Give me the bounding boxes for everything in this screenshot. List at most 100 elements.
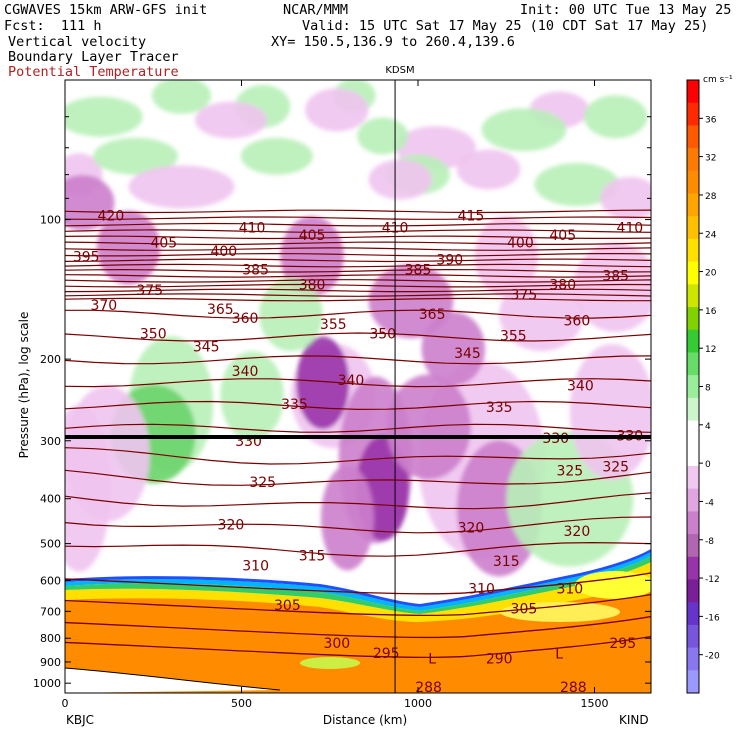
theta-label: 400 bbox=[507, 235, 534, 251]
theta-label: 405 bbox=[299, 228, 326, 244]
y-tick-label: 700 bbox=[40, 605, 61, 618]
theta-label: 400 bbox=[210, 244, 237, 260]
y-tick-label: 400 bbox=[40, 493, 61, 506]
theta-contour bbox=[65, 423, 651, 433]
station-top-label: KDSM bbox=[385, 65, 414, 76]
colorbar-swatch bbox=[687, 216, 699, 240]
theta-contour bbox=[65, 268, 651, 273]
colorbar-label: 28 bbox=[705, 192, 717, 202]
theta-contour bbox=[65, 209, 651, 214]
colorbar-swatch bbox=[687, 420, 699, 444]
colorbar-label: -12 bbox=[705, 575, 720, 585]
y-axis: 100 200 300 400 500 600 700 800 900 1000 bbox=[33, 79, 651, 690]
theta-label: 295 bbox=[609, 636, 636, 652]
velocity-cell bbox=[534, 162, 620, 206]
colorbar: 36 32 28 24 20 16 12 8 4 0 -4 -8 -12 -16 -20 bbox=[686, 79, 720, 694]
theta-label: 325 bbox=[602, 460, 629, 476]
model-title: CGWAVES 15km ARW-GFS init bbox=[4, 2, 208, 18]
theta-label: 385 bbox=[405, 262, 432, 278]
tracer-green-edge bbox=[65, 556, 651, 614]
forecast-hour: Fcst: 111 h bbox=[4, 18, 102, 34]
theta-contour bbox=[65, 235, 651, 240]
theta-label: 420 bbox=[98, 208, 125, 224]
theta-label: 320 bbox=[564, 524, 591, 540]
colorbar-label: 16 bbox=[705, 307, 717, 317]
theta-contour bbox=[65, 247, 651, 251]
theta-label: 335 bbox=[486, 400, 513, 416]
x-tick-label: 500 bbox=[231, 697, 252, 710]
theta-label: 350 bbox=[369, 326, 396, 342]
theta-label: L bbox=[555, 646, 563, 662]
velocity-cell bbox=[320, 465, 374, 571]
theta-label: 310 bbox=[468, 582, 495, 598]
tracer-patch bbox=[500, 602, 620, 622]
colorbar-swatch bbox=[687, 670, 699, 694]
theta-contour bbox=[65, 279, 651, 283]
velocity-cell bbox=[421, 311, 486, 386]
theta-labels: 4203954054104004053853803754104153853904… bbox=[73, 208, 643, 696]
y-tick-label: 900 bbox=[40, 656, 61, 669]
colorbar-label: 20 bbox=[705, 269, 717, 279]
theta-label: 288 bbox=[560, 680, 587, 696]
velocity-cell bbox=[583, 95, 648, 139]
field-vertical-velocity: Vertical velocity bbox=[8, 34, 147, 50]
colorbar-label: 36 bbox=[705, 115, 717, 125]
theta-contour bbox=[65, 492, 651, 510]
theta-contour bbox=[65, 293, 651, 297]
theta-contour bbox=[65, 297, 651, 302]
theta-label: 365 bbox=[207, 302, 234, 318]
theta-contour bbox=[65, 309, 651, 319]
y-axis-label: Pressure (hPa), log scale bbox=[17, 312, 31, 459]
station-left-label: KBJC bbox=[66, 713, 94, 727]
velocity-cell bbox=[296, 336, 350, 430]
colorbar-swatch bbox=[687, 624, 699, 649]
colorbar-label: 8 bbox=[705, 384, 711, 394]
field-boundary-layer-tracer: Boundary Layer Tracer bbox=[8, 49, 179, 65]
colorbar-swatch bbox=[687, 488, 699, 512]
colorbar-swatch bbox=[687, 534, 699, 558]
valid-time: Valid: 15 UTC Sat 17 May 25 (10 CDT Sat … bbox=[302, 18, 709, 34]
y-tick-label: 500 bbox=[40, 538, 61, 551]
theta-contour bbox=[65, 447, 651, 465]
theta-label: 360 bbox=[232, 311, 259, 327]
theta-label: 350 bbox=[140, 326, 167, 342]
colorbar-label: 4 bbox=[705, 422, 711, 432]
velocity-cell bbox=[240, 137, 313, 175]
colorbar-label: -16 bbox=[705, 613, 720, 623]
colorbar-label: -20 bbox=[705, 652, 720, 662]
y-tick-label: 800 bbox=[40, 632, 61, 645]
theta-label: 385 bbox=[602, 268, 629, 284]
center-label: NCAR/MMM bbox=[283, 2, 349, 18]
velocity-cell bbox=[456, 149, 521, 190]
colorbar-label: 12 bbox=[705, 345, 716, 355]
colorbar-swatch bbox=[687, 238, 699, 263]
theta-contour bbox=[65, 241, 651, 246]
velocity-cell bbox=[573, 242, 651, 333]
station-right-label: KIND bbox=[619, 713, 649, 727]
theta-contour bbox=[65, 229, 651, 233]
colorbar-swatch bbox=[687, 579, 699, 603]
x-axis-label: Distance (km) bbox=[323, 713, 407, 727]
y-tick-label: 1000 bbox=[33, 677, 61, 690]
colorbar-units: cm s⁻¹ bbox=[703, 75, 733, 85]
colorbar-swatch bbox=[687, 170, 699, 195]
theta-contour bbox=[65, 469, 651, 486]
theta-label: 310 bbox=[556, 582, 583, 598]
theta-label: 380 bbox=[549, 277, 576, 293]
velocity-cell bbox=[386, 374, 471, 480]
theta-label: 330 bbox=[542, 431, 569, 447]
potential-temperature-contours bbox=[65, 209, 651, 659]
theta-label: 395 bbox=[73, 249, 100, 265]
theta-label: 300 bbox=[323, 636, 350, 652]
theta-label: 410 bbox=[616, 220, 643, 236]
plot-frame bbox=[64, 79, 652, 694]
theta-label: 310 bbox=[242, 559, 269, 575]
theta-label: 345 bbox=[454, 346, 481, 362]
colorbar-swatch bbox=[687, 352, 699, 376]
colorbar-swatch bbox=[687, 647, 699, 671]
velocity-cell bbox=[357, 117, 409, 155]
theta-contour bbox=[65, 572, 651, 595]
velocity-cell bbox=[499, 277, 584, 352]
theta-label: 405 bbox=[549, 228, 576, 244]
